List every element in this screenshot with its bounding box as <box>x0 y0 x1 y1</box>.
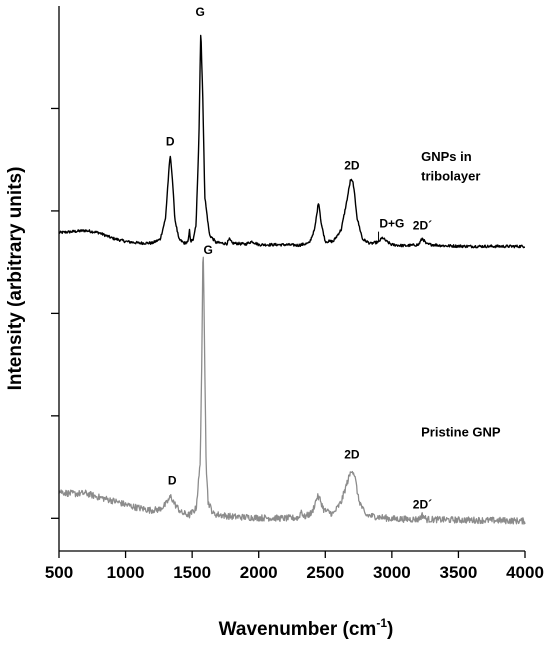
x-axis-title: Wavenumber (cm-1) <box>219 616 394 640</box>
x-tick-label: 500 <box>45 563 73 582</box>
axes <box>51 6 526 558</box>
peak-label: D <box>166 135 175 149</box>
peak-label: G <box>203 243 212 257</box>
x-tick-label: 1000 <box>107 563 145 582</box>
peak-label: 2D´ <box>413 497 432 511</box>
series-label-tribolayer: tribolayer <box>421 168 480 183</box>
plot-area <box>58 34 526 525</box>
peak-label: D+G <box>379 216 404 230</box>
peak-label: D <box>168 474 177 488</box>
x-tick-label: 3500 <box>440 563 478 582</box>
x-axis-title-close: ) <box>387 619 393 640</box>
x-tick-label: 1500 <box>173 563 211 582</box>
x-tick-label: 4000 <box>506 563 544 582</box>
x-axis-title-main: Wavenumber (cm <box>219 619 377 640</box>
labels: 500 1000 1500 2000 2500 3000 3500 4000 Wavenumbe… <box>5 5 544 640</box>
x-tick-label: 2500 <box>306 563 344 582</box>
y-axis-title: Intensity (arbitrary units) <box>5 167 26 391</box>
series-label-pristine: Pristine GNP <box>421 425 501 440</box>
x-tick-label: 2000 <box>240 563 278 582</box>
series-line-pristine <box>58 256 526 525</box>
peak-label: G <box>195 5 204 19</box>
x-axis-title-superscript: -1 <box>376 616 387 630</box>
series-line-tribolayer <box>58 34 526 249</box>
x-tick-label: 3000 <box>373 563 411 582</box>
series-label-tribolayer: GNPs in <box>421 149 472 164</box>
peak-label: 2D <box>344 447 360 461</box>
peak-label: 2D <box>344 159 360 173</box>
peak-label: 2D´ <box>413 218 432 232</box>
